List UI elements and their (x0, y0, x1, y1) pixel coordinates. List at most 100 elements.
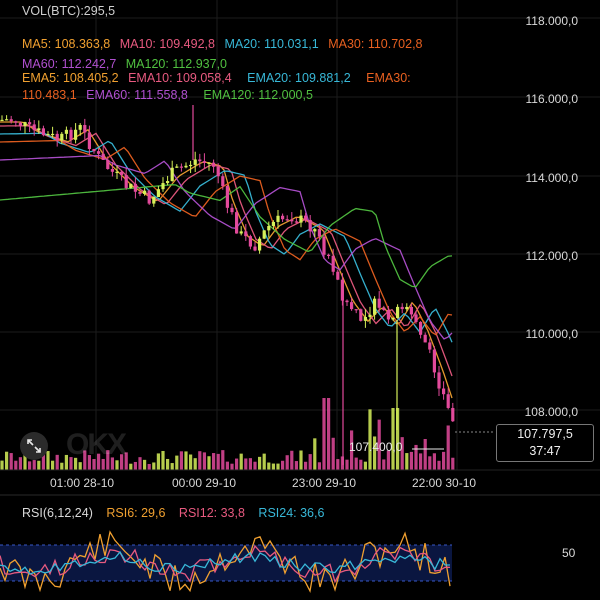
candle-body (55, 133, 59, 141)
ma10-label: MA10: 109.492,8 (119, 37, 215, 51)
candle-body (391, 317, 395, 320)
volume-bar (239, 453, 243, 470)
candle-body (120, 171, 124, 175)
candle-body (331, 255, 335, 272)
volume-bar (432, 453, 436, 470)
candle-body (5, 119, 9, 121)
candle-body (115, 171, 119, 173)
rsi24-line (0, 550, 450, 576)
rsi12-line (0, 544, 450, 584)
volume-bar (83, 450, 87, 470)
volume-bar (189, 454, 193, 470)
candle-body (92, 149, 96, 152)
volume-bar (317, 462, 321, 470)
candle-body (18, 122, 22, 127)
volume-bar (414, 444, 418, 470)
ema60-label: EMA60: 111.558,8 (86, 88, 188, 102)
volume-bar (147, 463, 151, 470)
volume-bar (46, 451, 50, 470)
candle-body (97, 151, 101, 154)
ema-legend-row2: 110.483,1 EMA60: 111.558,8 EMA120: 112.0… (22, 85, 319, 105)
x-tick-label: 22:00 30-10 (412, 476, 477, 490)
volume-bar (271, 463, 275, 470)
volume-bar (409, 451, 413, 470)
volume-bar (281, 460, 285, 470)
volume-bar (216, 453, 220, 470)
volume-bar (267, 462, 271, 470)
candle-body (363, 316, 367, 321)
candle-body (322, 236, 326, 255)
volume-bars (0, 398, 455, 470)
volume-bar (156, 453, 160, 470)
candle-body (37, 128, 41, 131)
volume-bar (202, 452, 206, 470)
candle-body (166, 181, 170, 184)
candle-body (74, 129, 78, 140)
expand-icon[interactable] (20, 432, 48, 460)
volume-bar (74, 457, 78, 470)
volume-bar (377, 419, 381, 470)
rsi-panel (0, 530, 452, 594)
volume-bar (133, 461, 137, 470)
volume-bar (253, 461, 257, 470)
candle-body (28, 122, 32, 125)
candle-body (386, 309, 390, 320)
ma-legend-row2: MA60: 112.242,7 MA120: 112.937,0 (22, 54, 233, 74)
volume-bar (354, 457, 358, 470)
candle-body (423, 334, 427, 343)
candle-body (143, 190, 147, 194)
candle-body (451, 407, 455, 422)
volume-bar (207, 456, 211, 470)
volume-bar (138, 457, 142, 470)
volume-bar (327, 398, 331, 470)
ma60-label: MA60: 112.242,7 (22, 57, 117, 71)
ma30-line (0, 139, 453, 336)
x-tick-label: 00:00 29-10 (172, 476, 237, 490)
candle-body (359, 309, 363, 321)
candle-body (373, 298, 377, 315)
ma20-line (0, 132, 453, 343)
ma5-line (0, 121, 453, 399)
volume-bar (382, 459, 386, 470)
last-price-box[interactable]: 107.797,5 37:47 (496, 424, 594, 462)
candle-body (400, 306, 404, 310)
last-price: 107.797,5 (517, 427, 573, 441)
y-tick-label: 116.000,0 (525, 92, 579, 106)
rsi24-label: RSI24: 36,6 (258, 506, 325, 520)
y-tick-label: 118.000,0 (525, 14, 579, 28)
volume-bar (373, 436, 377, 470)
candle-body (437, 372, 441, 389)
volume-bar (276, 463, 280, 470)
volume-bar (304, 461, 308, 470)
volume-bar (92, 458, 96, 470)
volume-bar (230, 463, 234, 470)
candle-body (46, 133, 50, 136)
ma-legend-row1: MA5: 108.363,8 MA10: 109.492,8 MA20: 110… (22, 34, 429, 54)
candle-body (230, 207, 234, 213)
volume-bar (294, 461, 298, 470)
candle-body (69, 129, 73, 140)
y-tick-label: 110.000,0 (525, 327, 579, 341)
rsi-title: RSI(6,12,24) (22, 506, 93, 520)
volume-bar (55, 454, 59, 470)
volume-bar (129, 463, 133, 470)
y-tick-label: 108.000,0 (524, 405, 578, 419)
candle-body (368, 314, 372, 317)
candle-body (0, 119, 4, 122)
candle-body (147, 190, 151, 204)
volume-bar (23, 450, 27, 470)
volume-bar (350, 430, 354, 470)
ma120-label: MA120: 112.937,0 (125, 57, 227, 71)
volume-bar (322, 398, 326, 470)
candle-body (78, 125, 82, 130)
candle-body (152, 196, 156, 204)
candle-body (419, 321, 423, 335)
volume-bar (299, 450, 303, 470)
candle-body (304, 215, 308, 220)
rsi6-line (0, 530, 451, 594)
candle-body (64, 129, 68, 134)
rsi-legend: RSI(6,12,24) RSI6: 29,6 RSI12: 33,8 RSI2… (22, 506, 334, 520)
ema30-value: 110.483,1 (22, 88, 77, 102)
volume-bar (368, 409, 372, 470)
